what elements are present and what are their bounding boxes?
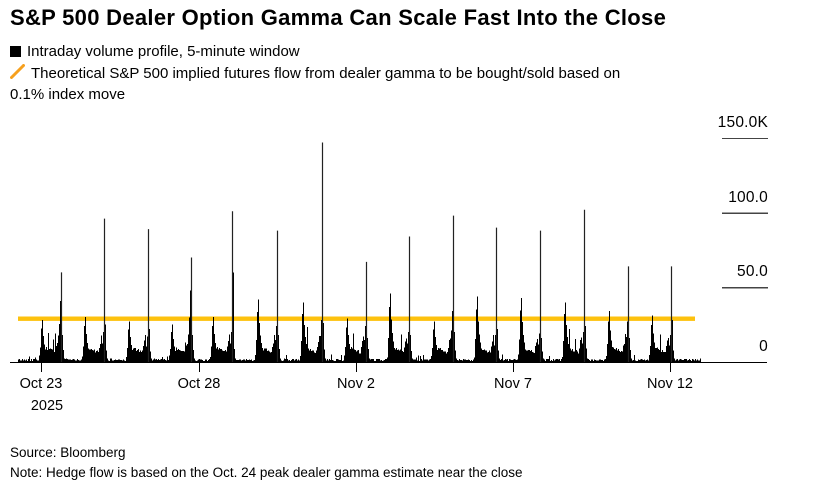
source-line: Source: Bloomberg: [10, 445, 126, 460]
x-axis-year-label: 2025: [30, 398, 64, 414]
x-tick-label: Nov 12: [647, 376, 693, 392]
y-tick-label: 150.0K: [717, 113, 768, 131]
hedge-flow-line: [18, 316, 695, 321]
amber-slash-icon: [10, 64, 25, 79]
legend-label-volume: Intraday volume profile, 5-minute window: [27, 43, 300, 60]
y-tick-label: 0: [759, 338, 768, 355]
footer: Source: Bloomberg Note: Hedge flow is ba…: [10, 443, 523, 483]
y-axis-tick-dashes: [722, 137, 768, 289]
legend-label-flow-line2: 0.1% index move: [10, 86, 126, 103]
x-tick-label: Oct 23: [19, 376, 63, 392]
close-auction-spikes: [60, 142, 673, 362]
legend-item-volume-profile: Intraday volume profile, 5-minute window: [10, 41, 300, 62]
black-square-icon: [10, 46, 21, 57]
x-tick-label: Nov 7: [494, 376, 532, 392]
x-tick-label: Nov 2: [337, 376, 375, 392]
chart-title: S&P 500 Dealer Option Gamma Can Scale Fa…: [10, 5, 667, 30]
plot-svg: [10, 137, 768, 372]
y-tick-label: 50.0: [737, 263, 768, 281]
volume-bars: [18, 272, 701, 362]
note-line: Note: Hedge flow is based on the Oct. 24…: [10, 465, 523, 480]
legend-item-hedge-flow: Theoretical S&P 500 implied futures flow…: [10, 63, 682, 105]
plot-area: 150.0K 100.0 50.0 0 Oct 23 2025 Oct 28 Nov 2 Nov…: [0, 108, 815, 420]
x-tick-label: Oct 28: [177, 376, 221, 392]
x-axis-ticks: [41, 362, 671, 372]
y-tick-label: 100.0: [728, 188, 768, 206]
legend-label-flow-line1: Theoretical S&P 500 implied futures flow…: [31, 65, 621, 82]
